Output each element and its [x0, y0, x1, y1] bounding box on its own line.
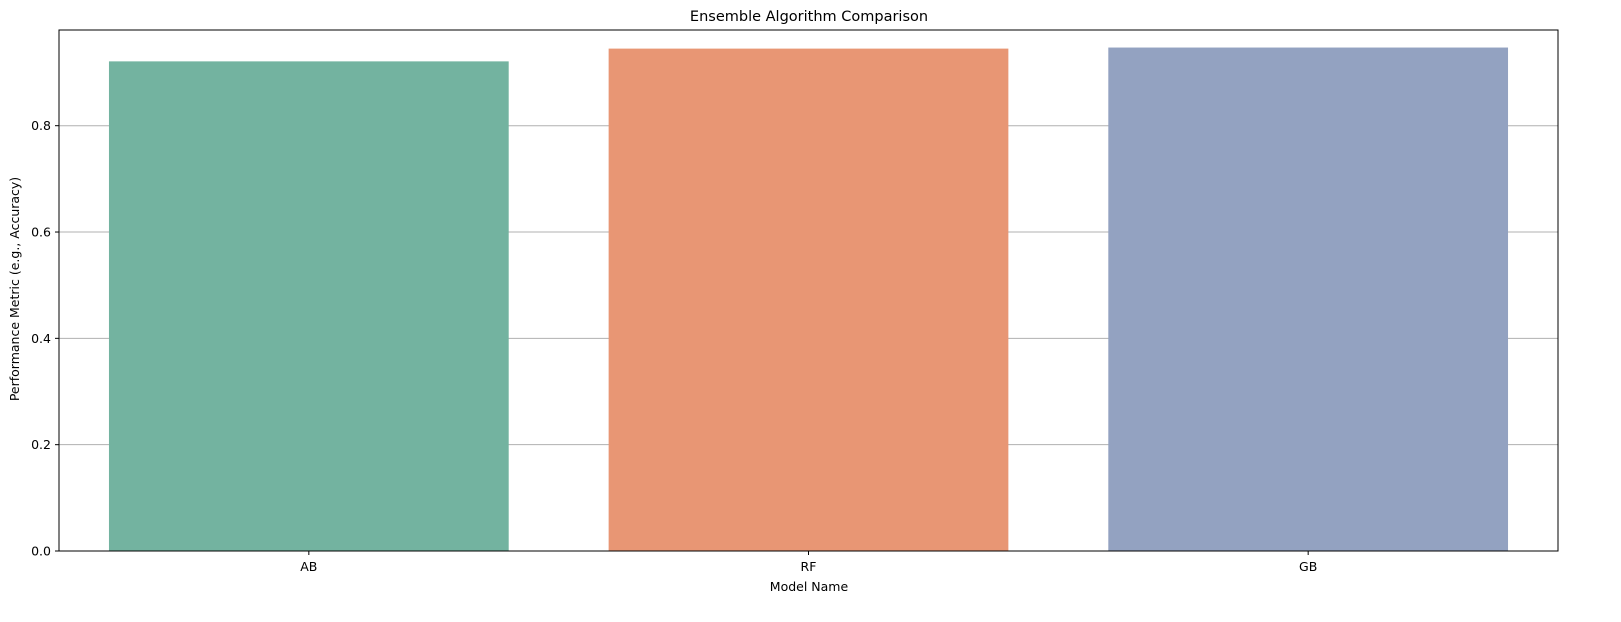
- y-tick-label: 0.8: [31, 118, 51, 133]
- x-tick-label: GB: [1299, 559, 1317, 574]
- x-tick-label: RF: [801, 559, 817, 574]
- bars: [108, 47, 1509, 551]
- bar-gb: [1108, 47, 1509, 551]
- x-tick-label: AB: [300, 559, 317, 574]
- chart-title: Ensemble Algorithm Comparison: [690, 9, 928, 25]
- bar-ab: [108, 61, 509, 551]
- y-tick-label: 0.2: [31, 437, 51, 452]
- y-axis-label: Performance Metric (e.g., Accuracy): [7, 177, 22, 401]
- x-axis-ticks: AB RF GB: [300, 551, 1317, 574]
- y-axis-ticks: 0.0 0.2 0.4 0.6 0.8: [31, 118, 59, 559]
- x-axis-label: Model Name: [770, 579, 849, 594]
- bar-rf: [608, 48, 1009, 551]
- y-tick-label: 0.4: [31, 331, 51, 346]
- y-tick-label: 0.0: [31, 544, 51, 559]
- y-tick-label: 0.6: [31, 225, 51, 240]
